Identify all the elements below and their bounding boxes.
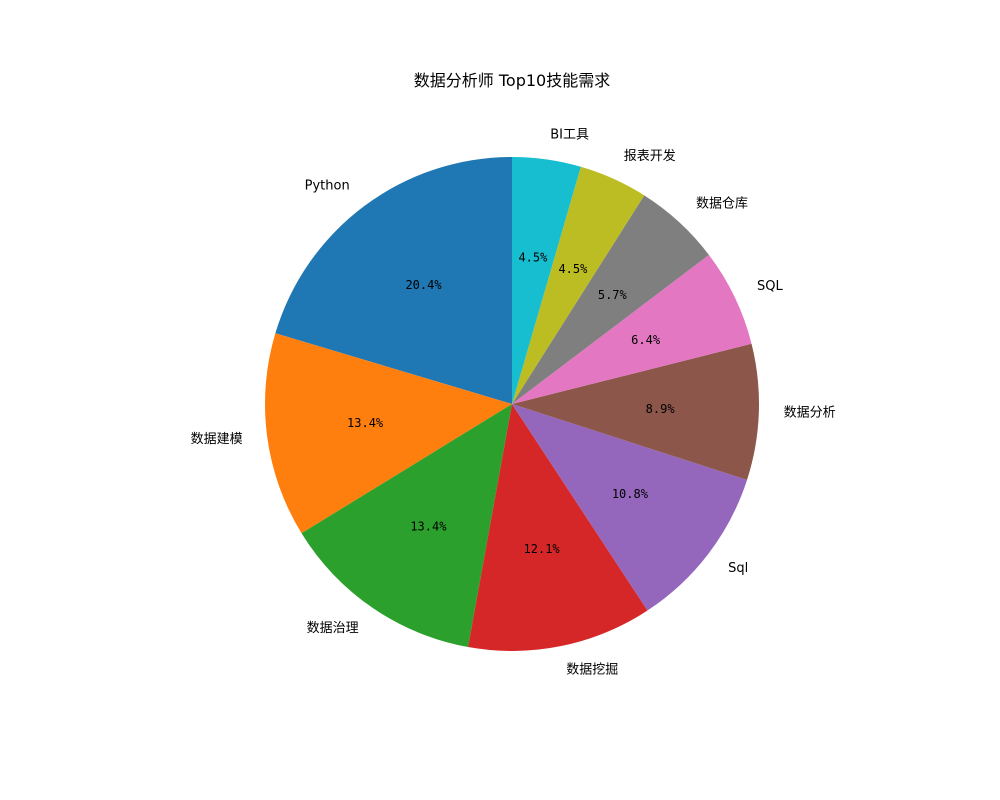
slice-percent-label: 6.4%: [631, 333, 661, 347]
slice-percent-label: 4.5%: [518, 250, 548, 264]
slice-label: BI工具: [550, 128, 589, 143]
pie-slices: [265, 157, 759, 652]
slice-percent-label: 5.7%: [598, 288, 628, 302]
pie-slice: [301, 404, 512, 648]
slice-percent-label: 10.8%: [612, 487, 649, 501]
slice-percent-label: 12.1%: [524, 542, 561, 556]
pie-slice: [512, 343, 759, 480]
chart-title: 数据分析师 Top10技能需求: [414, 71, 610, 90]
slice-label: SQL: [757, 279, 783, 294]
slice-label: 数据治理: [307, 621, 359, 636]
slice-percent-label: 13.4%: [347, 416, 384, 430]
pie-percent-labels: 20.4% 13.4% 13.4% 12.1% 10.8% 8.9% 6.4% 5.7% 4.5…: [347, 250, 675, 556]
slice-label: 数据建模: [191, 432, 243, 447]
pie-slice: [265, 333, 512, 534]
slice-percent-label: 13.4%: [410, 519, 447, 533]
pie-slice: [512, 254, 752, 404]
pie-slice: [275, 157, 512, 404]
slice-label: Sql: [728, 561, 748, 576]
slice-label: 数据分析: [784, 406, 836, 421]
slice-percent-label: 8.9%: [646, 402, 676, 416]
slice-label: Python: [305, 179, 350, 194]
slice-label: 数据仓库: [696, 196, 748, 212]
slice-percent-label: 4.5%: [558, 262, 588, 276]
pie-slice: [512, 166, 645, 404]
pie-slice: [512, 157, 581, 404]
pie-slice: [468, 404, 648, 652]
pie-slice: [512, 404, 748, 611]
pie-slice: [512, 195, 709, 404]
slice-label: 报表开发: [624, 148, 676, 164]
slice-percent-label: 20.4%: [405, 278, 442, 292]
slice-label: 数据挖掘: [566, 663, 618, 678]
